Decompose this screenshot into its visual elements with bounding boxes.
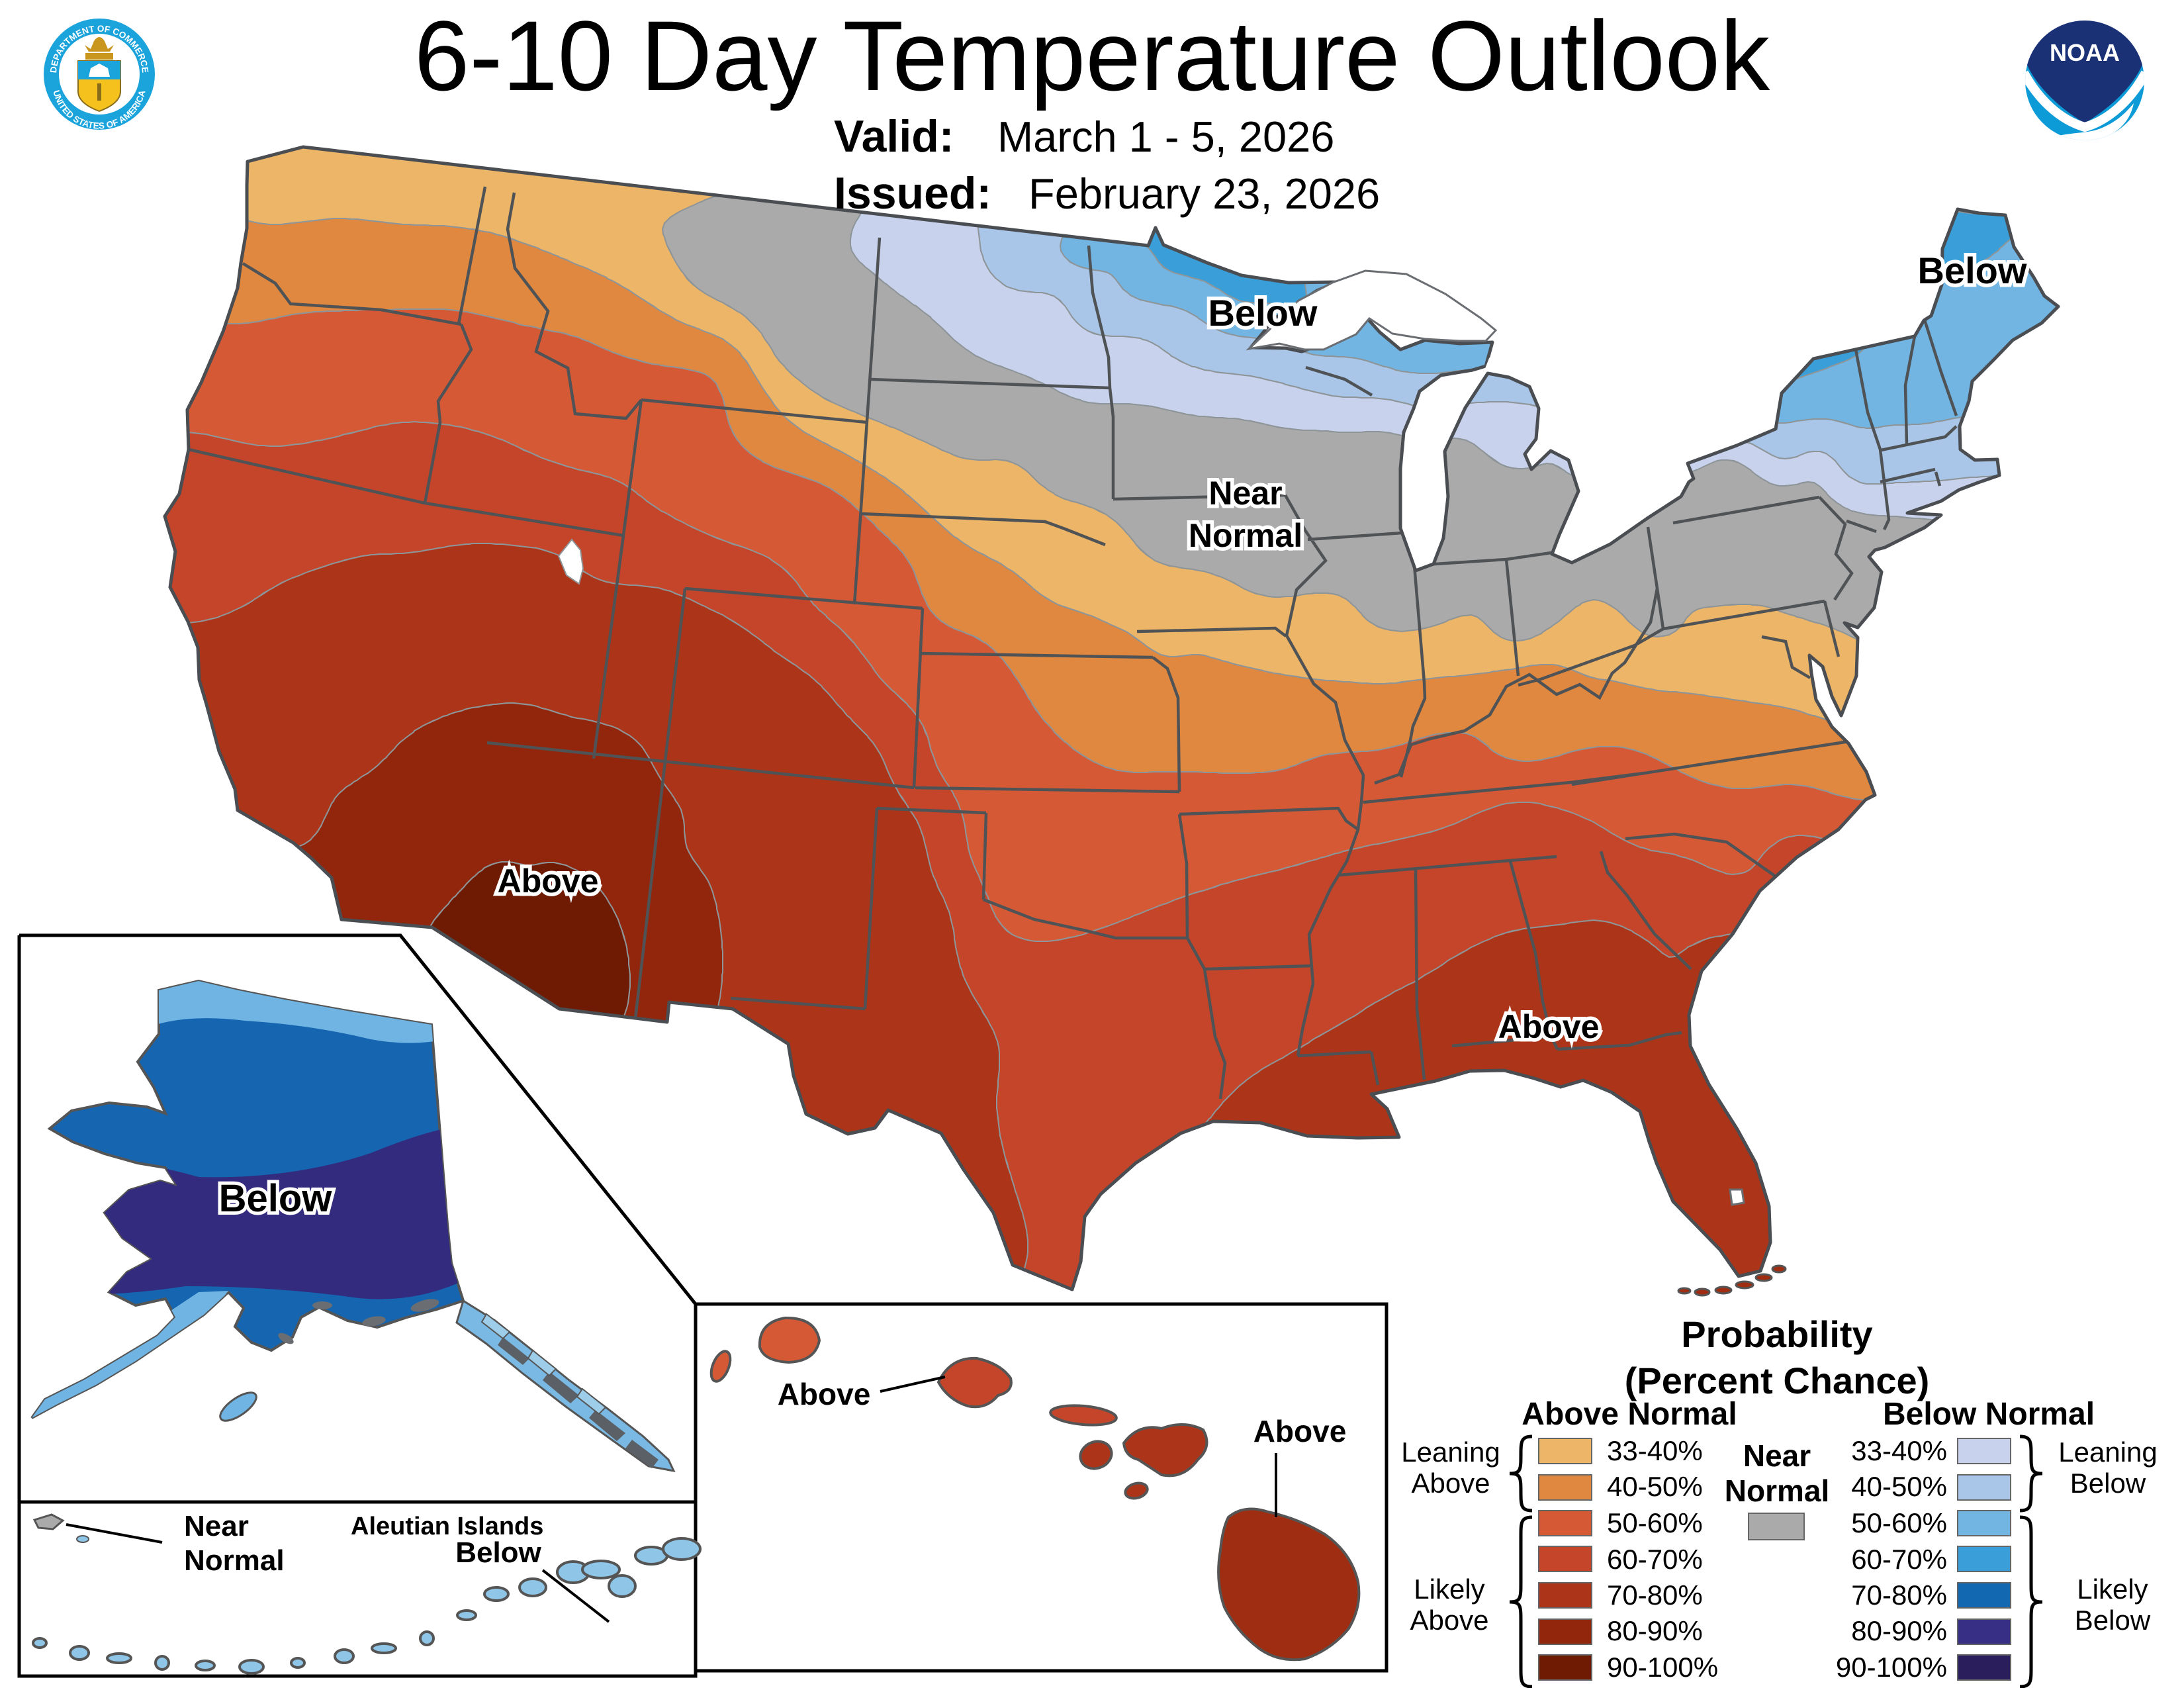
svg-text:NOAA: NOAA <box>2050 39 2120 66</box>
svg-text:33-40%: 33-40% <box>1851 1435 1947 1466</box>
svg-text:Above: Above <box>778 1377 871 1411</box>
svg-text:40-50%: 40-50% <box>1851 1471 1947 1502</box>
svg-text:Normal: Normal <box>184 1544 285 1577</box>
svg-text:90-100%: 90-100% <box>1607 1652 1718 1683</box>
svg-text:Normal: Normal <box>1189 517 1302 554</box>
svg-text:Below Normal: Below Normal <box>1883 1397 2095 1432</box>
svg-text:Near: Near <box>1743 1438 1811 1473</box>
svg-text:Leaning: Leaning <box>1401 1436 1500 1468</box>
svg-text:Above: Above <box>498 863 599 900</box>
svg-text:70-80%: 70-80% <box>1851 1579 1947 1611</box>
svg-text:Near: Near <box>1208 475 1282 512</box>
svg-text:February 23, 2026: February 23, 2026 <box>1028 169 1380 218</box>
svg-text:Above Normal: Above Normal <box>1522 1397 1737 1432</box>
svg-text:Valid:: Valid: <box>834 111 954 162</box>
svg-text:Aleutian Islands: Aleutian Islands <box>351 1513 543 1540</box>
svg-text:Near: Near <box>184 1510 249 1542</box>
svg-text:Issued:: Issued: <box>834 168 991 218</box>
svg-text:50-60%: 50-60% <box>1851 1507 1947 1538</box>
svg-text:Below: Below <box>2075 1605 2151 1636</box>
svg-text:March 1 - 5, 2026: March 1 - 5, 2026 <box>997 113 1334 161</box>
svg-text:Probability: Probability <box>1681 1313 1872 1355</box>
svg-text:70-80%: 70-80% <box>1607 1579 1703 1611</box>
svg-text:Below: Below <box>455 1536 541 1569</box>
svg-text:90-100%: 90-100% <box>1836 1652 1947 1683</box>
svg-text:60-70%: 60-70% <box>1851 1544 1947 1575</box>
svg-text:Likely: Likely <box>1414 1573 1484 1605</box>
svg-text:Above: Above <box>1411 1468 1490 1499</box>
svg-text:60-70%: 60-70% <box>1607 1544 1703 1575</box>
svg-text:Above: Above <box>1498 1008 1600 1045</box>
svg-text:6-10 Day Temperature Outlook: 6-10 Day Temperature Outlook <box>414 0 1770 111</box>
svg-text:Above: Above <box>1410 1605 1488 1636</box>
svg-text:80-90%: 80-90% <box>1851 1615 1947 1646</box>
svg-text:Below: Below <box>2070 1468 2146 1499</box>
svg-text:40-50%: 40-50% <box>1607 1471 1703 1502</box>
svg-text:Likely: Likely <box>2077 1573 2148 1605</box>
svg-text:(Percent Chance): (Percent Chance) <box>1625 1360 1930 1401</box>
svg-text:Above: Above <box>1253 1414 1347 1448</box>
svg-text:80-90%: 80-90% <box>1607 1615 1703 1646</box>
svg-text:33-40%: 33-40% <box>1607 1435 1703 1466</box>
svg-text:Below: Below <box>1208 292 1318 334</box>
svg-text:Leaning: Leaning <box>2058 1436 2157 1468</box>
svg-text:Below: Below <box>219 1177 333 1220</box>
svg-text:Below: Below <box>1918 250 2027 291</box>
svg-text:Normal: Normal <box>1725 1474 1829 1508</box>
svg-text:50-60%: 50-60% <box>1607 1507 1703 1538</box>
